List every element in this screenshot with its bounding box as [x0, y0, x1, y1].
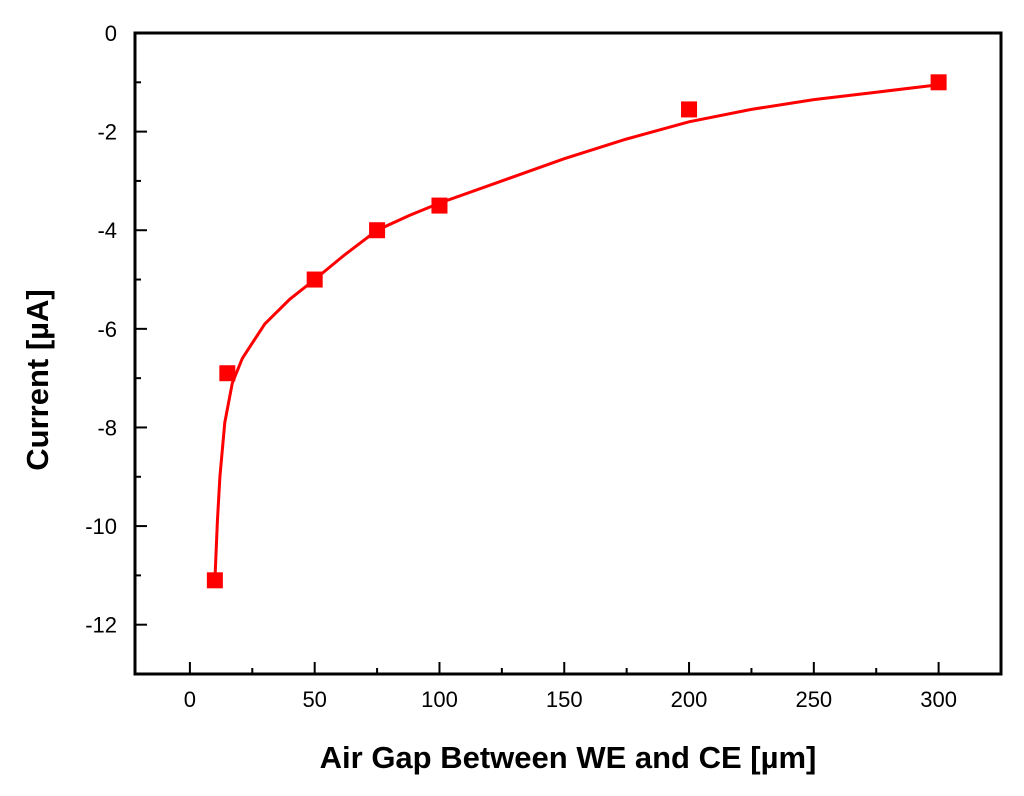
data-point — [681, 101, 698, 118]
y-tick-label: -2 — [97, 120, 117, 145]
x-axis-ticks — [188, 662, 940, 674]
x-tick-label: 200 — [671, 687, 708, 712]
data-point — [306, 271, 323, 288]
y-tick-label: -4 — [97, 218, 117, 243]
x-tick-label: 300 — [920, 687, 957, 712]
data-markers — [206, 74, 947, 589]
y-axis-ticks — [135, 32, 147, 626]
data-point — [206, 572, 223, 589]
x-tick-label: 150 — [546, 687, 583, 712]
x-tick-label: 0 — [184, 687, 196, 712]
data-point — [369, 222, 386, 239]
plot-area — [133, 31, 1003, 676]
y-tick-label: -8 — [97, 415, 117, 440]
y-axis-title: Current [µA] — [20, 289, 55, 470]
x-tick-label: 50 — [302, 687, 326, 712]
y-tick-label: -10 — [85, 514, 117, 539]
y-axis-tick-labels: 0 -2 -4 -6 -8 -10 -12 — [85, 21, 117, 638]
data-point — [930, 74, 947, 91]
x-axis-title: Air Gap Between WE and CE [µm] — [320, 740, 817, 775]
x-tick-label: 250 — [795, 687, 832, 712]
y-tick-label: -12 — [85, 613, 117, 638]
data-point — [219, 365, 236, 382]
x-tick-label: 100 — [421, 687, 458, 712]
data-point — [431, 197, 448, 214]
y-tick-label: -6 — [97, 317, 117, 342]
y-tick-label: 0 — [105, 21, 117, 46]
x-axis-tick-labels: 0 50 100 150 200 250 300 — [184, 687, 957, 712]
